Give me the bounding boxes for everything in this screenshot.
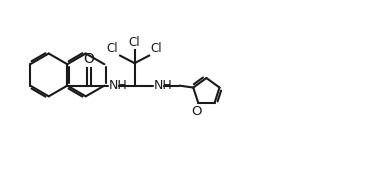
Text: Cl: Cl <box>107 42 118 55</box>
Text: NH: NH <box>154 79 173 92</box>
Text: NH: NH <box>109 79 128 92</box>
Text: Cl: Cl <box>129 36 141 49</box>
Text: O: O <box>191 105 202 118</box>
Text: Cl: Cl <box>151 42 162 55</box>
Text: O: O <box>83 52 94 66</box>
